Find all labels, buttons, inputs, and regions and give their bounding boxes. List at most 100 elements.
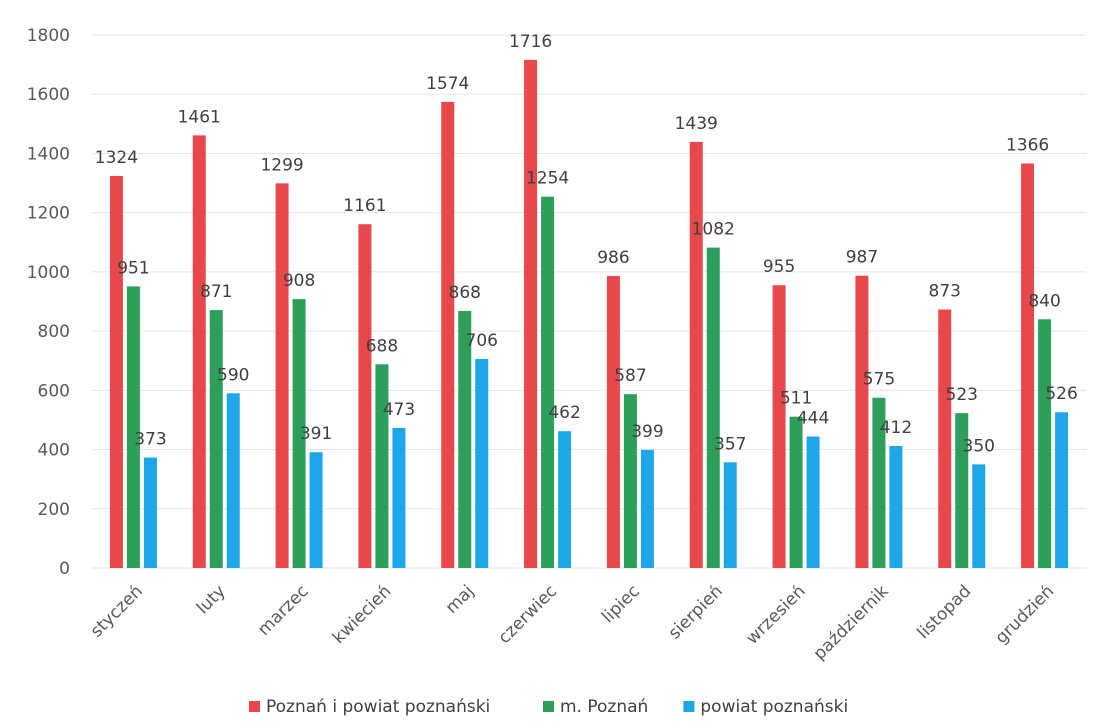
data-label: 587 (614, 366, 646, 386)
bar (358, 224, 371, 568)
data-label: 951 (117, 258, 149, 278)
data-label: 575 (863, 370, 895, 390)
bar (690, 142, 703, 568)
data-label: 987 (846, 248, 878, 268)
data-label: 523 (946, 385, 978, 405)
y-axis: 0 200 400 600 800 1000 1200 1400 1600 1800 (27, 26, 70, 579)
bar (110, 176, 123, 568)
y-tick-label: 1400 (27, 144, 70, 164)
bar (541, 197, 554, 568)
data-label: 373 (134, 430, 166, 450)
data-label: 868 (449, 283, 481, 303)
legend-label: Poznań i powiat poznański (266, 697, 490, 717)
x-tick-label: wrzesień (742, 581, 809, 648)
bar (641, 450, 654, 568)
data-label: 1161 (343, 196, 386, 216)
bar (127, 286, 140, 568)
data-label: 350 (963, 436, 995, 456)
bar (773, 285, 786, 568)
data-label: 908 (283, 271, 315, 291)
bar (855, 276, 868, 568)
x-tick-label: lipiec (598, 581, 644, 627)
bar (607, 276, 620, 568)
data-label: 873 (929, 281, 961, 301)
bar (524, 60, 537, 568)
data-label: 526 (1045, 384, 1077, 404)
legend-item: powiat poznański (683, 697, 848, 717)
legend-item: Poznań i powiat poznański (249, 697, 490, 717)
legend-swatch (249, 701, 260, 712)
bar (392, 428, 405, 568)
bar (276, 183, 289, 568)
data-label: 357 (714, 434, 746, 454)
y-tick-label: 1200 (27, 204, 70, 224)
data-label: 1254 (526, 169, 569, 189)
legend: Poznań i powiat poznański m. Poznań powiat… (249, 697, 848, 717)
legend-swatch (543, 701, 554, 712)
y-tick-label: 0 (59, 559, 70, 579)
y-tick-label: 1800 (27, 26, 70, 46)
bar (375, 364, 388, 568)
data-label: 688 (366, 336, 398, 356)
bar (1038, 319, 1051, 568)
x-tick-label: listopad (914, 581, 976, 643)
bar (227, 393, 240, 568)
data-label: 462 (548, 403, 580, 423)
bar (624, 394, 637, 568)
bar (724, 462, 737, 568)
data-label: 511 (780, 389, 812, 409)
y-tick-label: 800 (38, 322, 70, 342)
data-label: 986 (597, 248, 629, 268)
bar (144, 458, 157, 568)
bar (441, 102, 454, 568)
grid-lines (92, 35, 1086, 568)
bar (807, 437, 820, 568)
data-label: 473 (383, 400, 415, 420)
data-label: 399 (631, 422, 663, 442)
y-tick-label: 600 (38, 381, 70, 401)
data-label: 412 (880, 418, 912, 438)
legend-label: powiat poznański (700, 697, 848, 717)
x-tick-label: grudzień (991, 581, 1058, 648)
data-label: 391 (300, 424, 332, 444)
x-tick-label: luty (193, 581, 230, 618)
y-tick-label: 200 (38, 500, 70, 520)
bar (889, 446, 902, 568)
bar (558, 431, 571, 568)
data-label: 871 (200, 282, 232, 302)
data-label: 1461 (178, 107, 221, 127)
data-label: 840 (1028, 291, 1060, 311)
x-tick-label: sierpień (665, 581, 727, 643)
legend-item: m. Poznań (543, 697, 648, 717)
y-tick-label: 400 (38, 441, 70, 461)
bar (310, 452, 323, 568)
bar (972, 464, 985, 568)
x-tick-label: maj (442, 581, 479, 618)
data-label: 444 (797, 409, 829, 429)
bar-series (110, 60, 1068, 568)
data-labels: 1324 951 373 1461 871 590 1299 908 391 1161 688 473… (95, 32, 1078, 456)
y-tick-label: 1600 (27, 85, 70, 105)
data-label: 1082 (692, 220, 735, 240)
bar (707, 248, 720, 568)
data-label: 1439 (675, 114, 718, 134)
legend-swatch (683, 701, 694, 712)
x-tick-label: marzec (254, 581, 312, 639)
legend-label: m. Poznań (560, 697, 648, 717)
x-tick-label: czerwiec (495, 581, 562, 648)
data-label: 1324 (95, 148, 138, 168)
data-label: 1574 (426, 74, 469, 94)
bar (1021, 164, 1034, 568)
bar (1055, 412, 1068, 568)
bar (790, 417, 803, 568)
x-tick-label: styczeń (87, 581, 147, 641)
x-axis: styczeń luty marzec kwiecień maj czerwiec lipi… (87, 581, 1058, 664)
bar (475, 359, 488, 568)
bar (938, 309, 951, 568)
y-tick-label: 1000 (27, 263, 70, 283)
bar (210, 310, 223, 568)
bar (193, 135, 206, 568)
data-label: 955 (763, 257, 795, 277)
data-label: 1366 (1006, 136, 1049, 156)
